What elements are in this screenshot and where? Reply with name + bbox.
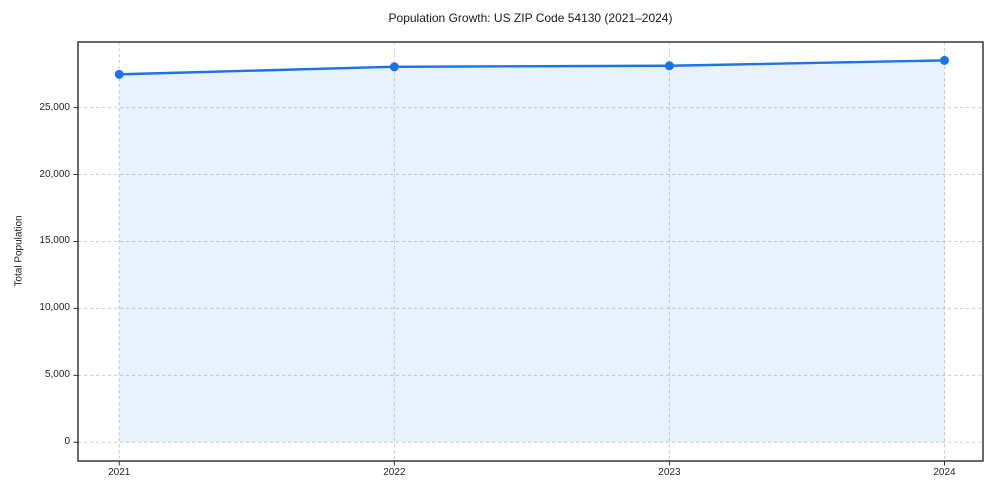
y-tick-label: 5,000 [44,369,70,381]
y-tick-label: 20,000 [39,168,70,180]
y-axis-label: Total Population [13,215,25,287]
x-tick-label: 2021 [108,467,131,478]
y-tick-label: 10,000 [39,302,70,314]
x-tick-label: 2023 [658,467,681,478]
x-tick-label: 2024 [933,467,956,478]
line-chart-svg [73,41,984,466]
chart-title: Population Growth: US ZIP Code 54130 (20… [388,11,673,25]
y-tick-label: 0 [64,436,70,448]
data-point-2021 [114,69,124,79]
y-tick-label: 15,000 [39,235,70,247]
series-line [118,59,946,76]
area-fill [119,60,945,443]
x-tick-label: 2022 [383,467,406,478]
plot-area [73,41,984,466]
data-point-2022 [389,62,399,72]
data-point-2024 [939,55,949,65]
axes-spines [77,41,984,462]
data-point-2023 [664,61,674,71]
y-tick-label: 25,000 [39,101,70,113]
